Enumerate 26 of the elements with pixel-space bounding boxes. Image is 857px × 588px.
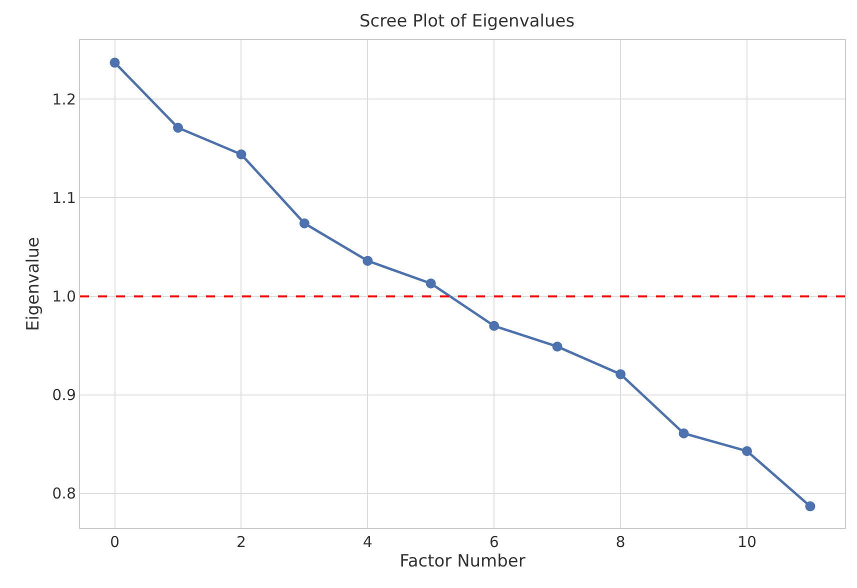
point [742, 446, 752, 456]
y-tick-label: 1.2 [52, 90, 76, 108]
point [362, 256, 373, 266]
x-tick-label: 0 [110, 533, 120, 551]
point [173, 122, 183, 133]
point [110, 58, 120, 68]
point [552, 342, 562, 352]
y-tick-label: 1.1 [52, 188, 76, 207]
point [299, 218, 310, 228]
x-tick-label: 4 [362, 533, 372, 551]
x-tick-label: 8 [616, 533, 626, 551]
point [805, 501, 816, 512]
point [678, 428, 689, 438]
point [489, 320, 500, 331]
y-tick-label: 0.8 [52, 484, 76, 503]
x-tick-label: 6 [489, 533, 499, 551]
chart-title: Scree Plot of Eigenvalues [360, 12, 575, 32]
y-tick-label: 1.0 [52, 288, 76, 306]
x-tick-label: 2 [236, 533, 246, 551]
point [236, 149, 246, 160]
y-tick-label: 0.9 [52, 386, 76, 404]
x-axis-title: Factor Number [400, 551, 526, 572]
y-axis-title: Eigenvalue [24, 237, 44, 331]
point [426, 278, 436, 289]
point [616, 369, 626, 380]
x-tick-label: 10 [737, 533, 757, 551]
